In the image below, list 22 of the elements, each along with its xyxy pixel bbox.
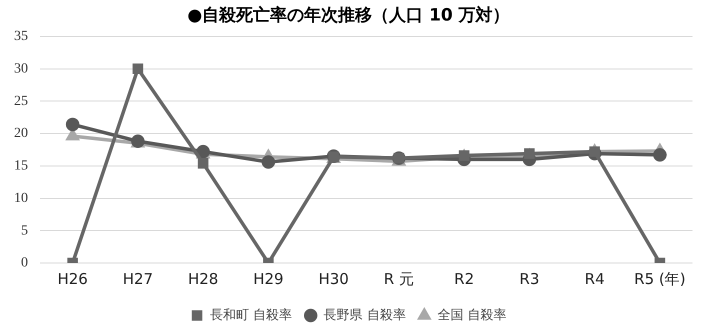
y-tick-label: 35 [14, 29, 28, 44]
x-tick-label: H30 [318, 270, 349, 288]
y-tick-label: 5 [21, 223, 28, 238]
x-tick-label: H28 [188, 270, 218, 288]
chart-title: ●自殺死亡率の年次推移（人口 10 万対） [187, 6, 510, 26]
legend-label: 長和町 自殺率 [210, 306, 292, 323]
x-tick-label: R 元 [384, 270, 414, 288]
x-tick-label: H26 [57, 270, 88, 288]
y-tick-label: 0 [21, 256, 28, 271]
legend-label: 長野県 自殺率 [324, 306, 406, 323]
legend-label: 全国 自殺率 [437, 306, 506, 323]
y-tick-label: 10 [14, 190, 28, 206]
x-tick-label: H27 [122, 270, 154, 288]
x-tick-label: R5 (年) [634, 270, 686, 288]
y-tick-label: 30 [14, 61, 28, 76]
x-tick-label: R4 [584, 270, 605, 288]
x-tick-label: R3 [519, 270, 540, 288]
x-tick-label: H29 [253, 270, 284, 288]
y-tick-label: 25 [14, 94, 28, 109]
y-tick-label: 20 [14, 126, 28, 142]
x-tick-label: R2 [454, 270, 474, 288]
y-tick-label: 15 [14, 158, 28, 174]
